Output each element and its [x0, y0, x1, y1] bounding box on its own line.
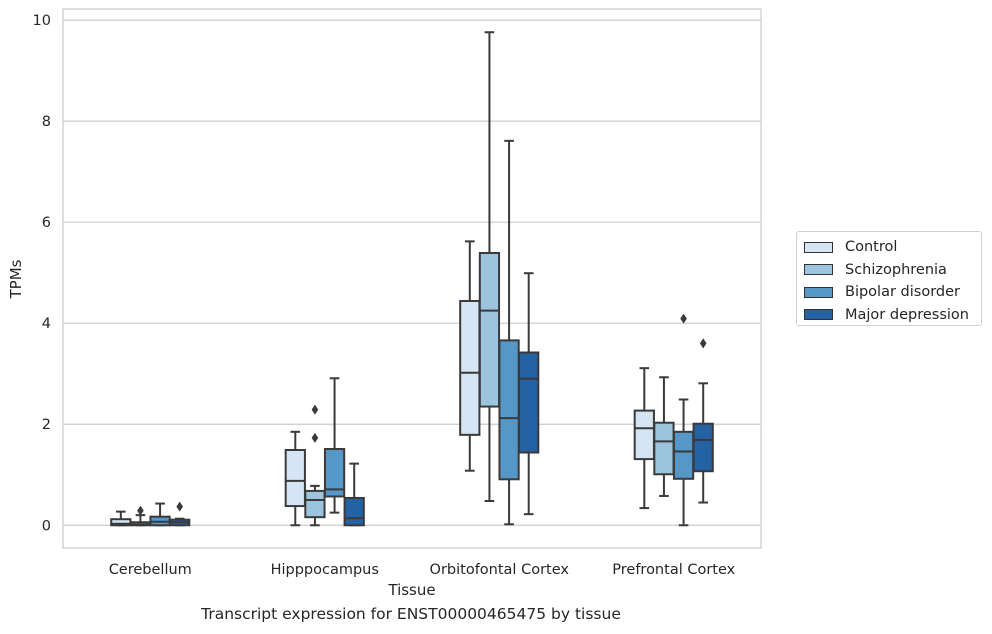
box-group	[304, 404, 326, 527]
y-tick-label: 6	[42, 215, 51, 231]
box-iqr	[672, 430, 695, 480]
x-axis-label: Tissue	[387, 581, 435, 599]
box-group	[518, 272, 540, 516]
legend-swatch	[804, 264, 833, 276]
legend-label: Control	[845, 239, 898, 256]
box-group	[343, 462, 365, 527]
box-group	[169, 501, 191, 527]
box-iqr	[459, 299, 481, 436]
legend-item: Schizophrenia	[797, 259, 981, 282]
box-series	[110, 31, 714, 527]
x-tick-label: Prefrontal Cortex	[612, 562, 735, 578]
box-iqr	[498, 339, 520, 481]
outlier-point	[680, 313, 687, 324]
box-iqr	[633, 409, 655, 461]
box-iqr	[518, 351, 540, 454]
box-group	[653, 376, 675, 497]
box-group	[633, 367, 655, 510]
y-tick-label: 4	[42, 316, 51, 332]
legend-swatch	[804, 241, 833, 253]
box-iqr	[304, 489, 326, 519]
outlier-point	[699, 338, 707, 349]
box-iqr	[692, 422, 714, 473]
legend-item: Major depression	[797, 304, 981, 327]
y-tick-label: 8	[42, 114, 51, 130]
outlier-point	[311, 404, 319, 415]
legend-label: Schizophrenia	[845, 261, 947, 278]
legend-swatch	[804, 286, 833, 298]
box-group	[478, 31, 501, 503]
legend-label: Bipolar disorder	[845, 284, 960, 301]
box-group	[672, 313, 695, 527]
box-iqr	[478, 251, 501, 408]
box-group	[692, 338, 714, 504]
x-tick-label: Orbitofontal Cortex	[430, 562, 570, 578]
legend-swatch	[804, 309, 833, 321]
box-group	[129, 505, 152, 527]
box-iqr	[653, 421, 675, 476]
chart-caption: Transcript expression for ENST0000046547…	[201, 605, 621, 623]
outlier-point	[176, 501, 183, 512]
box-iqr	[284, 449, 306, 508]
y-tick-label: 10	[33, 13, 51, 29]
x-tick-label: Hipppocampus	[271, 562, 379, 578]
y-axis-label: TPMs	[7, 259, 25, 299]
outlier-point	[137, 505, 144, 516]
legend-item: Bipolar disorder	[797, 281, 981, 304]
y-tick-label: 2	[42, 417, 51, 433]
legend-item: Control	[797, 236, 981, 259]
x-axis: Cerebellum Hipppocampus Orbitofontal Corte…	[109, 562, 736, 578]
box-iqr	[343, 496, 365, 527]
box-group	[323, 377, 346, 514]
legend: Control Schizophrenia Bipolar disorder Majo…	[796, 231, 982, 326]
y-tick-label: 0	[42, 518, 51, 534]
box-iqr	[323, 447, 346, 498]
y-axis: 0 2 4 6 8 10	[33, 13, 51, 534]
x-tick-label: Cerebellum	[109, 562, 192, 578]
box-group	[498, 139, 520, 526]
box-group	[284, 430, 306, 527]
outlier-point	[311, 432, 319, 443]
legend-label: Major depression	[845, 306, 969, 323]
